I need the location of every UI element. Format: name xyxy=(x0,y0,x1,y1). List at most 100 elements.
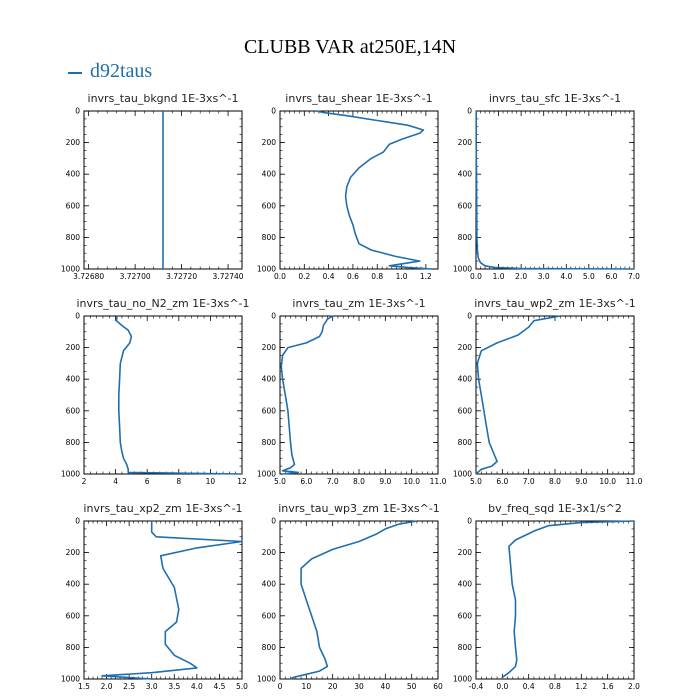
x-tick-label: 10.0 xyxy=(599,477,616,486)
panel: invrs_tau_bkgnd 1E-3xs^-1 0 200 400 600 800 10… xyxy=(61,92,244,281)
y-tick-label: 1000 xyxy=(453,675,472,684)
panel-frame xyxy=(83,315,243,475)
y-tick-label: 200 xyxy=(66,138,81,147)
y-tick-label: 800 xyxy=(458,233,473,242)
x-tick-label: 4 xyxy=(113,477,118,486)
panel-frame xyxy=(475,520,635,680)
x-tick-label: 10 xyxy=(206,477,216,486)
y-tick-label: 600 xyxy=(262,201,277,210)
x-tick-label: 9.0 xyxy=(575,477,587,486)
y-tick-label: 400 xyxy=(262,375,277,384)
x-tick-label: 8.0 xyxy=(549,477,561,486)
x-tick-label: 4.0 xyxy=(191,682,203,691)
x-tick-label: 3.72740 xyxy=(213,272,244,281)
x-tick-label: 3.72700 xyxy=(120,272,151,281)
x-tick-label: 30 xyxy=(354,682,364,691)
x-tick-label: 3.72720 xyxy=(166,272,197,281)
x-tick-label: 50 xyxy=(407,682,417,691)
x-tick-label: 2.0 xyxy=(515,272,527,281)
x-tick-label: 6.0 xyxy=(300,477,312,486)
panel-title: invrs_tau_wp3_zm 1E-3xs^-1 xyxy=(278,502,440,515)
y-tick-label: 600 xyxy=(66,611,81,620)
panel: invrs_tau_wp2_zm 1E-3xs^-10 200 400 600 800 1… xyxy=(453,297,643,486)
x-tick-label: 3.5 xyxy=(168,682,180,691)
x-tick-label: 2.0 xyxy=(628,682,640,691)
series-line xyxy=(475,111,635,270)
y-tick-label: 200 xyxy=(262,138,277,147)
x-tick-label: 0.4 xyxy=(323,272,335,281)
y-tick-label: 1000 xyxy=(453,265,472,274)
x-tick-label: 5.0 xyxy=(274,477,286,486)
x-tick-label: 0.0 xyxy=(274,272,286,281)
y-tick-label: 1000 xyxy=(257,675,276,684)
y-tick-label: 1000 xyxy=(453,470,472,479)
x-tick-label: 2.5 xyxy=(123,682,135,691)
y-tick-label: 800 xyxy=(66,643,81,652)
y-tick-label: 0 xyxy=(75,107,80,116)
x-tick-label: 11.0 xyxy=(626,477,643,486)
y-tick-label: 0 xyxy=(75,517,80,526)
panel-title: invrs_tau_bkgnd 1E-3xs^-1 xyxy=(88,92,239,105)
x-tick-label: 5.0 xyxy=(236,682,248,691)
x-tick-label: 6 xyxy=(145,477,150,486)
x-tick-label: 0.6 xyxy=(347,272,359,281)
x-tick-label: 1.0 xyxy=(493,272,505,281)
y-tick-label: 200 xyxy=(66,548,81,557)
legend-label: d92taus xyxy=(90,60,153,82)
y-tick-label: 200 xyxy=(66,343,81,352)
y-tick-label: 600 xyxy=(262,406,277,415)
panel: bv_freq_sqd 1E-3x1/s^2 0 200 400 600 800 1000-… xyxy=(453,502,640,691)
x-tick-label: 9.0 xyxy=(379,477,391,486)
x-tick-label: 1.2 xyxy=(420,272,432,281)
panel-title: invrs_tau_sfc 1E-3xs^-1 xyxy=(489,92,621,105)
x-tick-label: 7.0 xyxy=(523,477,535,486)
x-tick-label: 0.0 xyxy=(470,272,482,281)
y-tick-label: 200 xyxy=(262,343,277,352)
y-tick-label: 600 xyxy=(458,201,473,210)
y-tick-label: 1000 xyxy=(257,470,276,479)
y-tick-label: 1000 xyxy=(61,470,80,479)
y-tick-label: 0 xyxy=(75,312,80,321)
series-line xyxy=(316,110,432,270)
panel: invrs_tau_shear 1E-3xs^-1 0 200 400 600 800 10… xyxy=(257,92,439,281)
y-tick-label: 800 xyxy=(66,438,81,447)
x-tick-label: 0.0 xyxy=(496,682,508,691)
series-line xyxy=(280,315,334,475)
x-tick-label: 2.0 xyxy=(101,682,113,691)
x-tick-label: 20 xyxy=(328,682,338,691)
y-tick-label: 600 xyxy=(458,406,473,415)
panel-frame xyxy=(279,520,439,680)
x-tick-label: 0 xyxy=(278,682,283,691)
x-tick-label: 0.2 xyxy=(298,272,310,281)
x-tick-label: 3.72680 xyxy=(73,272,104,281)
x-tick-label: 7.0 xyxy=(628,272,640,281)
y-tick-label: 600 xyxy=(262,611,277,620)
y-tick-label: 200 xyxy=(458,343,473,352)
panel-title: invrs_tau_zm 1E-3xs^-1 xyxy=(292,297,425,310)
x-tick-label: 10 xyxy=(302,682,312,691)
series-line xyxy=(501,520,635,679)
x-tick-label: 0.8 xyxy=(371,272,383,281)
y-tick-label: 400 xyxy=(458,170,473,179)
y-tick-label: 0 xyxy=(271,107,276,116)
panel-title: bv_freq_sqd 1E-3x1/s^2 xyxy=(488,502,622,515)
panel-frame xyxy=(279,315,439,475)
panel: invrs_tau_sfc 1E-3xs^-1 0 200 400 600 800 1000… xyxy=(453,92,640,281)
panel-title: invrs_tau_no_N2_zm 1E-3xs^-1 xyxy=(76,297,249,310)
series-line xyxy=(475,315,561,475)
y-tick-label: 0 xyxy=(467,312,472,321)
x-tick-label: 1.6 xyxy=(602,682,614,691)
y-tick-label: 800 xyxy=(458,438,473,447)
x-tick-label: 4.5 xyxy=(213,682,225,691)
y-tick-label: 1000 xyxy=(61,265,80,274)
legend-line-swatch xyxy=(68,72,82,74)
y-tick-label: 400 xyxy=(262,170,277,179)
x-tick-label: 5.0 xyxy=(583,272,595,281)
x-tick-label: 1.5 xyxy=(78,682,90,691)
y-tick-label: 0 xyxy=(467,107,472,116)
panel-title: invrs_tau_xp2_zm 1E-3xs^-1 xyxy=(83,502,242,515)
panel-frame xyxy=(475,110,635,270)
x-tick-label: 3.0 xyxy=(146,682,158,691)
y-tick-label: 800 xyxy=(458,643,473,652)
